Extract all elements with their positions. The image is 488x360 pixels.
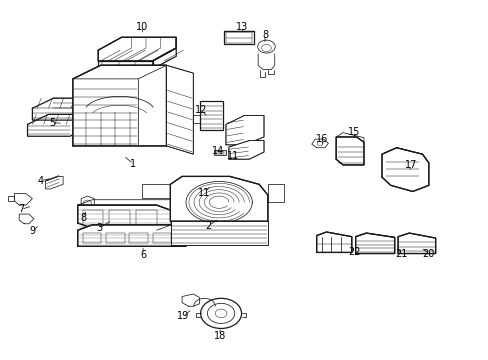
Polygon shape (170, 176, 267, 221)
Text: 11: 11 (226, 150, 239, 161)
Bar (129, 233, 148, 243)
Text: 22: 22 (347, 247, 360, 257)
Bar (109, 211, 130, 225)
Polygon shape (335, 137, 363, 165)
Bar (106, 233, 124, 243)
Text: 6: 6 (140, 249, 146, 260)
Text: 4: 4 (38, 176, 43, 186)
Polygon shape (73, 65, 166, 146)
Polygon shape (225, 116, 264, 145)
Polygon shape (397, 233, 435, 253)
Polygon shape (78, 225, 185, 246)
Polygon shape (166, 65, 193, 154)
Bar (136, 211, 157, 225)
Text: 10: 10 (136, 22, 148, 32)
Text: 3: 3 (96, 224, 102, 233)
Bar (225, 32, 252, 43)
Bar (82, 211, 103, 225)
Text: 17: 17 (404, 160, 417, 170)
Polygon shape (98, 37, 176, 61)
Text: 16: 16 (316, 134, 328, 144)
Text: 15: 15 (347, 127, 360, 136)
Polygon shape (78, 205, 171, 228)
Text: 13: 13 (235, 22, 248, 32)
Text: 19: 19 (177, 311, 189, 321)
Text: 11: 11 (198, 188, 210, 198)
Bar (153, 233, 171, 243)
Polygon shape (228, 140, 264, 159)
Text: 14: 14 (211, 146, 224, 156)
Text: 9: 9 (29, 226, 35, 236)
Bar (82, 233, 101, 243)
Text: 21: 21 (394, 248, 407, 258)
Polygon shape (355, 233, 394, 253)
Text: 20: 20 (422, 248, 434, 258)
Text: 7: 7 (18, 204, 24, 215)
Polygon shape (381, 148, 428, 192)
Text: 8: 8 (81, 213, 86, 222)
Text: 18: 18 (214, 331, 226, 341)
Polygon shape (171, 221, 267, 244)
Text: 5: 5 (49, 118, 55, 128)
Polygon shape (214, 149, 225, 155)
Polygon shape (316, 232, 351, 252)
Text: 2: 2 (204, 221, 211, 231)
Text: 8: 8 (262, 30, 267, 40)
Text: 1: 1 (130, 159, 136, 169)
Text: 12: 12 (195, 105, 207, 115)
